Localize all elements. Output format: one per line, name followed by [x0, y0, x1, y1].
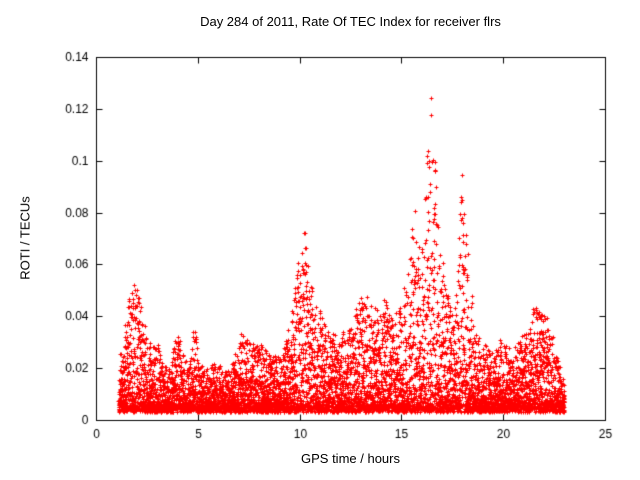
- y-axis-label: ROTI / TECUs: [17, 196, 33, 280]
- x-axis-label: GPS time / hours: [301, 451, 400, 466]
- chart-title: Day 284 of 2011, Rate Of TEC Index for r…: [200, 14, 501, 29]
